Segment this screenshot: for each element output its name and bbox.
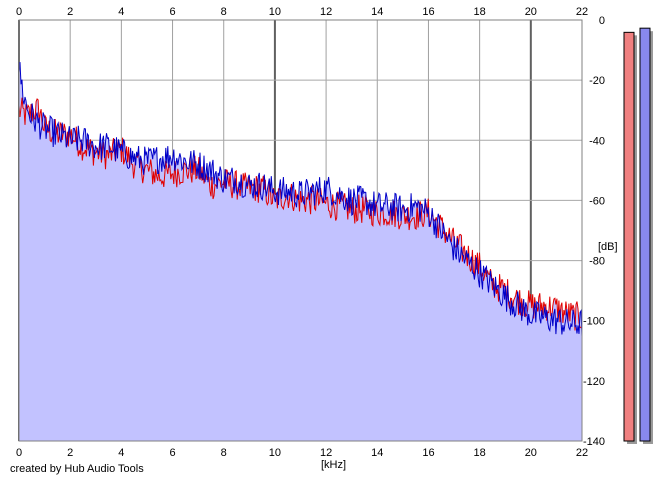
- spectrum-fill-area: [19, 62, 582, 441]
- x-tick-label-bottom: 4: [118, 447, 124, 459]
- y-tick-label: -80: [589, 256, 605, 268]
- x-tick-label-bottom: 14: [371, 447, 383, 459]
- x-tick-label-bottom: 16: [422, 447, 434, 459]
- x-tick-label-bottom: 0: [16, 447, 22, 459]
- x-tick-label-top: 2: [67, 6, 73, 18]
- x-tick-label-bottom: 2: [67, 447, 73, 459]
- y-tick-label: -40: [589, 135, 605, 147]
- series-line-2: [18, 62, 583, 337]
- x-tick-label-bottom: 10: [269, 447, 281, 459]
- y-tick-label: -100: [583, 316, 605, 328]
- x-tick-label-top: 18: [474, 6, 486, 18]
- x-tick-label-bottom: 18: [474, 447, 486, 459]
- x-tick-label-top: 10: [269, 6, 281, 18]
- x-axis-label: [kHz]: [321, 459, 346, 471]
- y-tick-label: 0: [599, 15, 605, 27]
- x-tick-label-bottom: 8: [221, 447, 227, 459]
- x-tick-label-top: 4: [118, 6, 124, 18]
- x-tick-label-bottom: 12: [320, 447, 332, 459]
- x-tick-label-top: 14: [371, 6, 383, 18]
- x-tick-label-top: 20: [525, 6, 537, 18]
- x-tick-label-bottom: 6: [169, 447, 175, 459]
- x-tick-label-top: 16: [422, 6, 434, 18]
- y-tick-label: -60: [589, 195, 605, 207]
- x-tick-label-bottom: 20: [525, 447, 537, 459]
- x-tick-label-top: 12: [320, 6, 332, 18]
- x-tick-label-top: 22: [576, 6, 588, 18]
- level-meter-2: [639, 27, 651, 442]
- y-tick-label: -120: [583, 376, 605, 388]
- level-meter-1: [623, 31, 635, 442]
- x-tick-label-bottom: 22: [576, 447, 588, 459]
- level-meters: [623, 27, 653, 445]
- y-tick-label: -140: [583, 436, 605, 448]
- x-ticks-top: 0 2 4 6 8 10 12 14 16 18 20 22: [16, 6, 588, 18]
- y-tick-label: -20: [589, 75, 605, 87]
- x-ticks-bottom: 0 2 4 6 8 10 12 14 16 18 20 22: [16, 447, 588, 459]
- plot-frame: [18, 19, 583, 442]
- y-ticks: 0 -20 -40 -60 -80 -100 -120 -140: [583, 15, 605, 448]
- x-tick-label-top: 8: [221, 6, 227, 18]
- x-tick-label-top: 6: [169, 6, 175, 18]
- credit-text: created by Hub Audio Tools: [10, 463, 144, 475]
- x-tick-label-top: 0: [16, 6, 22, 18]
- spectrum-series: [18, 62, 583, 337]
- series-line-1: [18, 97, 583, 331]
- y-axis-label: [dB]: [598, 241, 618, 253]
